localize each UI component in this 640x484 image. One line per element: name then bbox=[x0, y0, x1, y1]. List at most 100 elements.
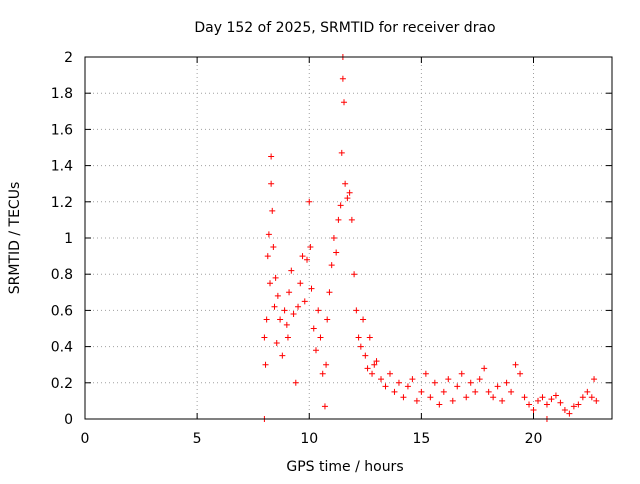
data-point bbox=[373, 358, 380, 365]
data-point bbox=[308, 285, 315, 292]
data-point bbox=[268, 180, 275, 187]
data-point bbox=[323, 361, 330, 368]
data-point bbox=[570, 403, 577, 410]
data-point bbox=[319, 370, 326, 377]
data-point bbox=[371, 361, 378, 368]
data-point bbox=[476, 376, 483, 383]
data-point bbox=[490, 394, 497, 401]
data-point bbox=[534, 397, 541, 404]
data-point bbox=[348, 216, 355, 223]
data-point bbox=[561, 406, 568, 413]
data-point bbox=[445, 376, 452, 383]
y-tick-label: 0.8 bbox=[51, 267, 73, 283]
data-point bbox=[481, 365, 488, 372]
data-point bbox=[279, 352, 286, 359]
data-point bbox=[508, 388, 515, 395]
data-point bbox=[271, 303, 278, 310]
data-point bbox=[418, 388, 425, 395]
data-point bbox=[521, 394, 528, 401]
data-point bbox=[449, 397, 456, 404]
data-point bbox=[467, 379, 474, 386]
data-point bbox=[337, 202, 344, 209]
data-point bbox=[588, 394, 595, 401]
data-point bbox=[463, 394, 470, 401]
data-point bbox=[295, 303, 302, 310]
data-point bbox=[386, 370, 393, 377]
data-point bbox=[413, 397, 420, 404]
data-point bbox=[378, 376, 385, 383]
data-point bbox=[324, 316, 331, 323]
data-point bbox=[342, 180, 349, 187]
data-point bbox=[543, 401, 550, 408]
plot-frame bbox=[84, 56, 613, 420]
x-tick-label: 5 bbox=[193, 431, 202, 447]
y-axis-label: SRMTID / TECUs bbox=[7, 182, 23, 295]
data-point bbox=[284, 334, 291, 341]
data-point bbox=[330, 235, 337, 241]
data-point bbox=[268, 153, 275, 160]
data-point bbox=[270, 244, 277, 251]
data-point bbox=[472, 388, 479, 395]
data-point bbox=[297, 280, 304, 287]
data-point bbox=[274, 292, 281, 299]
data-point bbox=[530, 406, 537, 413]
chart-title: Day 152 of 2025, SRMTID for receiver dra… bbox=[194, 20, 495, 36]
data-point bbox=[281, 307, 288, 314]
data-point bbox=[339, 75, 346, 82]
y-tick-label: 0.4 bbox=[51, 340, 73, 356]
data-point bbox=[364, 365, 371, 372]
data-point bbox=[306, 198, 313, 205]
data-point bbox=[288, 267, 295, 274]
data-point bbox=[304, 256, 311, 263]
x-axis-label: GPS time / hours bbox=[286, 459, 403, 475]
x-tick-label: 10 bbox=[300, 431, 318, 447]
x-tick-label: 0 bbox=[81, 431, 90, 447]
data-point bbox=[326, 289, 333, 296]
data-point bbox=[338, 149, 345, 156]
data-point bbox=[557, 399, 564, 406]
data-point bbox=[494, 383, 501, 390]
data-point bbox=[575, 401, 582, 408]
data-point bbox=[263, 316, 270, 323]
data-point bbox=[286, 289, 293, 296]
data-point bbox=[548, 396, 555, 403]
data-point bbox=[362, 352, 369, 359]
data-point bbox=[517, 370, 524, 377]
y-tick-label: 0.6 bbox=[51, 303, 73, 319]
y-tick-label: 1.8 bbox=[51, 86, 73, 102]
data-point bbox=[261, 334, 268, 341]
data-point bbox=[353, 307, 360, 314]
data-point bbox=[512, 361, 519, 368]
y-tick-label: 1.6 bbox=[51, 122, 73, 138]
data-point bbox=[539, 394, 546, 401]
data-point bbox=[269, 207, 276, 214]
data-point bbox=[315, 307, 322, 314]
y-tick-label: 0 bbox=[64, 412, 73, 428]
data-point bbox=[593, 397, 600, 404]
data-point bbox=[301, 298, 308, 305]
data-point bbox=[382, 383, 389, 390]
data-point bbox=[436, 401, 443, 408]
data-point bbox=[321, 403, 328, 410]
data-point bbox=[552, 392, 559, 399]
y-tick-label: 1.2 bbox=[51, 195, 73, 211]
data-point bbox=[503, 379, 510, 386]
data-point bbox=[400, 394, 407, 401]
data-point bbox=[355, 334, 362, 341]
axis-ticks: 0 5 10 15 20 0 0.2 0.4 0.6 0.8 1 1.2 1.4 1.6 1.8 2 bbox=[51, 50, 612, 447]
data-point bbox=[440, 388, 447, 395]
data-points bbox=[261, 54, 600, 422]
x-tick-label: 20 bbox=[525, 431, 543, 447]
data-point bbox=[584, 388, 591, 395]
data-point bbox=[346, 189, 353, 196]
data-point bbox=[307, 244, 314, 251]
data-point bbox=[591, 376, 598, 383]
grid bbox=[85, 57, 612, 419]
data-point bbox=[366, 334, 373, 341]
data-point bbox=[290, 311, 297, 318]
data-point bbox=[454, 383, 461, 390]
data-point bbox=[328, 262, 335, 269]
data-point bbox=[404, 383, 411, 390]
data-point bbox=[267, 280, 274, 287]
data-point bbox=[579, 394, 586, 401]
